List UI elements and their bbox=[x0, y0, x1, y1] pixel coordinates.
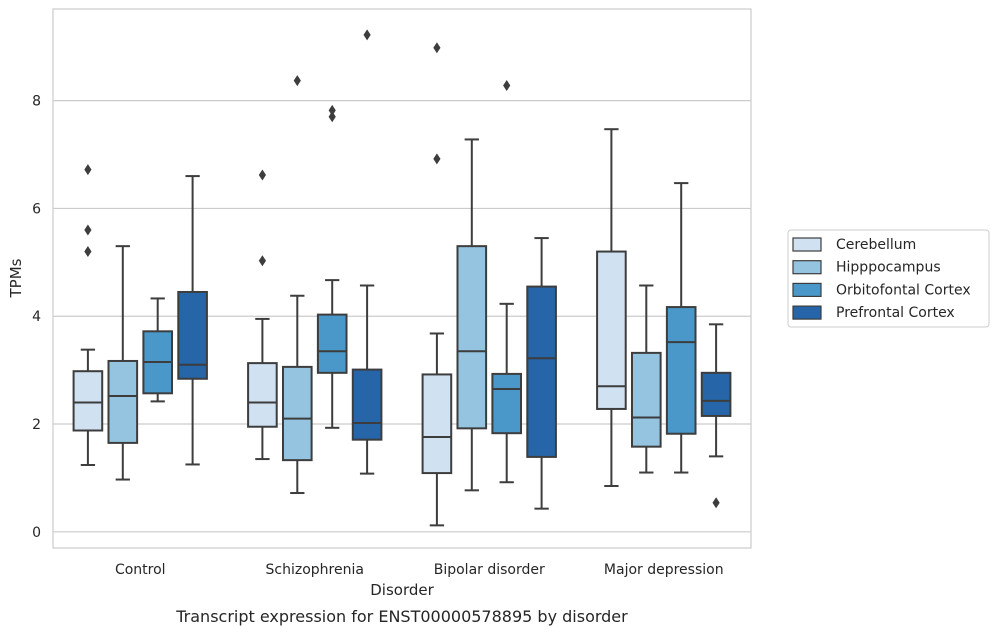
box-element bbox=[142, 297, 174, 403]
box-element bbox=[72, 164, 104, 466]
box-iqr bbox=[491, 372, 523, 435]
boxes bbox=[72, 29, 732, 527]
y-tick-label: 2 bbox=[32, 417, 41, 433]
legend: Cerebellum Hipppocampus Orbitofontal Corte… bbox=[787, 229, 990, 328]
box-element bbox=[316, 104, 348, 429]
legend-label: Cerebellum bbox=[836, 237, 916, 253]
box-iqr bbox=[665, 306, 697, 435]
box-iqr bbox=[351, 368, 383, 441]
y-axis-label: TPMs bbox=[7, 258, 25, 298]
x-tick-labels: Control Schizophrenia Bipolar disorder Majo… bbox=[115, 562, 724, 578]
outlier-point bbox=[258, 255, 266, 267]
outlier-point bbox=[363, 29, 371, 41]
box-iqr bbox=[281, 365, 313, 462]
outlier-point bbox=[712, 497, 720, 509]
outlier-point bbox=[293, 75, 301, 87]
legend-label: Orbitofontal Cortex bbox=[836, 282, 971, 298]
box-element bbox=[247, 169, 278, 461]
box-element bbox=[596, 128, 627, 488]
box-element bbox=[491, 80, 523, 484]
x-tick-label: Major depression bbox=[604, 562, 724, 578]
legend-swatch bbox=[792, 260, 822, 275]
box-iqr bbox=[107, 359, 139, 444]
legend-label: Hipppocampus bbox=[836, 260, 941, 276]
outlier-point bbox=[84, 164, 92, 176]
outlier-point bbox=[328, 111, 336, 123]
legend-swatch bbox=[792, 305, 822, 320]
x-tick-label: Control bbox=[115, 562, 166, 578]
outlier-point bbox=[84, 246, 92, 258]
plot-frame bbox=[52, 8, 752, 549]
outlier-point bbox=[258, 169, 266, 181]
y-tick-label: 8 bbox=[32, 94, 41, 110]
outlier-point bbox=[503, 80, 511, 92]
box-element bbox=[107, 245, 139, 481]
box-iqr bbox=[421, 373, 453, 475]
x-axis-label: Disorder bbox=[370, 581, 434, 599]
y-tick-label: 4 bbox=[32, 309, 41, 325]
box-iqr bbox=[247, 362, 278, 428]
outlier-point bbox=[328, 104, 336, 116]
box-element bbox=[526, 237, 557, 510]
outlier-point bbox=[84, 224, 92, 236]
x-tick-label: Schizophrenia bbox=[266, 562, 364, 578]
y-tick-label: 0 bbox=[32, 525, 41, 541]
outlier-point bbox=[433, 153, 441, 165]
box-iqr bbox=[72, 370, 104, 432]
box-element bbox=[351, 29, 383, 475]
box-iqr bbox=[630, 351, 662, 448]
box-element bbox=[665, 182, 697, 474]
outlier-point bbox=[433, 42, 441, 54]
box-element bbox=[421, 42, 453, 527]
box-element bbox=[630, 284, 662, 474]
legend-swatch bbox=[792, 282, 822, 297]
box-iqr bbox=[456, 245, 488, 430]
y-tick-labels: 0 2 4 6 8 bbox=[32, 94, 41, 541]
legend-frame bbox=[787, 229, 990, 328]
legend-swatch bbox=[792, 237, 822, 252]
box-iqr bbox=[316, 313, 348, 374]
box-iqr bbox=[596, 250, 627, 410]
box-element bbox=[456, 138, 488, 492]
box-iqr bbox=[700, 371, 732, 417]
box-element bbox=[700, 323, 732, 509]
box-element bbox=[177, 175, 208, 466]
box-element bbox=[281, 75, 313, 495]
chart-caption: Transcript expression for ENST0000057889… bbox=[175, 607, 628, 626]
y-tick-label: 6 bbox=[32, 201, 41, 217]
x-tick-label: Bipolar disorder bbox=[434, 562, 545, 578]
box-iqr bbox=[526, 285, 557, 458]
legend-label: Prefrontal Cortex bbox=[836, 305, 955, 321]
